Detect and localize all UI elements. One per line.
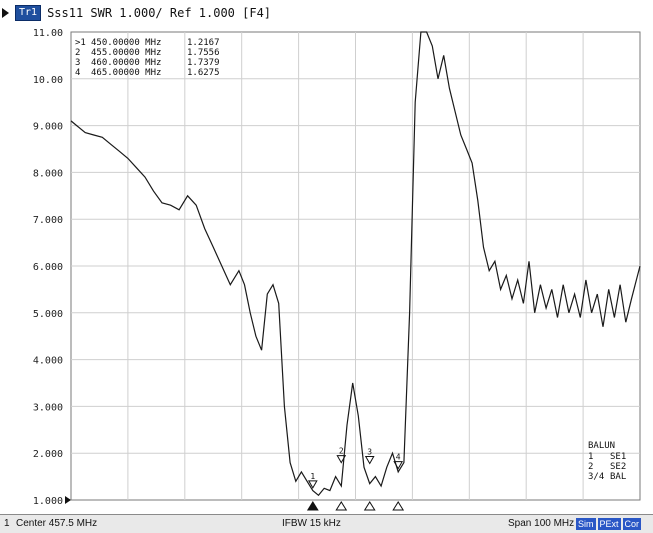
y-tick-label: 10.00	[33, 75, 63, 86]
channel-number: 1	[4, 518, 10, 529]
marker-table-value: 1.6275	[187, 68, 220, 78]
reference-arrow-icon	[65, 496, 71, 504]
marker-4-trace-icon[interactable]	[393, 461, 404, 470]
status-badges: Sim PExt Cor	[574, 518, 642, 530]
y-tick-label: 2.000	[33, 449, 63, 460]
if-bandwidth[interactable]: IFBW 15 kHz	[282, 518, 341, 529]
status-badge-cor[interactable]: Cor	[622, 518, 642, 530]
y-tick-label: 8.000	[33, 168, 63, 179]
legend-item-name: BAL	[610, 472, 626, 482]
marker-2-trace-icon[interactable]	[336, 455, 347, 464]
trace-tag[interactable]: Tr1	[15, 5, 42, 21]
legend-item-name: SE1	[610, 452, 626, 462]
swr-chart: 11.00 10.00 9.000 8.000 7.000 6.000 5.000 4.000…	[33, 28, 641, 511]
status-bar: 1 Center 457.5 MHz IFBW 15 kHz Span 100 …	[0, 514, 653, 533]
marker-table-id: >1	[75, 38, 86, 48]
marker-2-label: 2	[339, 447, 344, 456]
marker-table-frequency: 460.00000 MHz	[91, 58, 161, 68]
span-frequency[interactable]: Span 100 MHz	[508, 518, 575, 529]
marker-table-value: 1.7556	[187, 48, 220, 58]
marker-table-frequency: 450.00000 MHz	[91, 38, 161, 48]
marker-table-id: 4	[75, 68, 80, 78]
legend-item-name: SE2	[610, 462, 626, 472]
legend-item-number: 1	[588, 452, 593, 462]
marker-table-value: 1.7379	[187, 58, 220, 68]
legend-item-number: 2	[588, 462, 593, 472]
center-frequency[interactable]: Center 457.5 MHz	[16, 518, 98, 529]
marker-table-id: 2	[75, 48, 80, 58]
y-tick-label: 4.000	[33, 356, 63, 367]
marker-4-label: 4	[396, 453, 401, 462]
active-trace-arrow-icon	[2, 8, 9, 18]
marker-2-axis-icon[interactable]	[335, 501, 348, 511]
legend-title: BALUN	[588, 441, 615, 451]
marker-3-label: 3	[367, 447, 372, 456]
marker-3-trace-icon[interactable]	[364, 455, 375, 465]
marker-table-id: 3	[75, 58, 80, 68]
marker-1-trace-icon[interactable]	[307, 480, 318, 489]
legend-item-number: 3/4	[588, 472, 604, 482]
y-tick-label: 11.00	[33, 28, 63, 39]
marker-3-axis-icon[interactable]	[363, 501, 376, 511]
marker-1-label: 1	[310, 472, 315, 481]
y-tick-label: 3.000	[33, 402, 63, 413]
y-tick-label: 1.000	[33, 496, 63, 507]
y-tick-label: 7.000	[33, 215, 63, 226]
marker-1-axis-icon[interactable]	[306, 501, 319, 511]
trace-title: Sss11 SWR 1.000/ Ref 1.000 [F4]	[47, 6, 272, 20]
trace-title-bar: Tr1 Sss11 SWR 1.000/ Ref 1.000 [F4]	[2, 2, 651, 24]
y-tick-label: 5.000	[33, 309, 63, 320]
marker-table-frequency: 455.00000 MHz	[91, 48, 161, 58]
marker-table-frequency: 465.00000 MHz	[91, 68, 161, 78]
y-tick-label: 9.000	[33, 122, 63, 133]
marker-4-axis-icon[interactable]	[392, 501, 405, 511]
swr-trace	[70, 31, 641, 497]
y-tick-label: 6.000	[33, 262, 63, 273]
status-badge-sim[interactable]: Sim	[576, 518, 596, 530]
marker-table-value: 1.2167	[187, 38, 220, 48]
status-badge-pext[interactable]: PExt	[597, 518, 621, 530]
